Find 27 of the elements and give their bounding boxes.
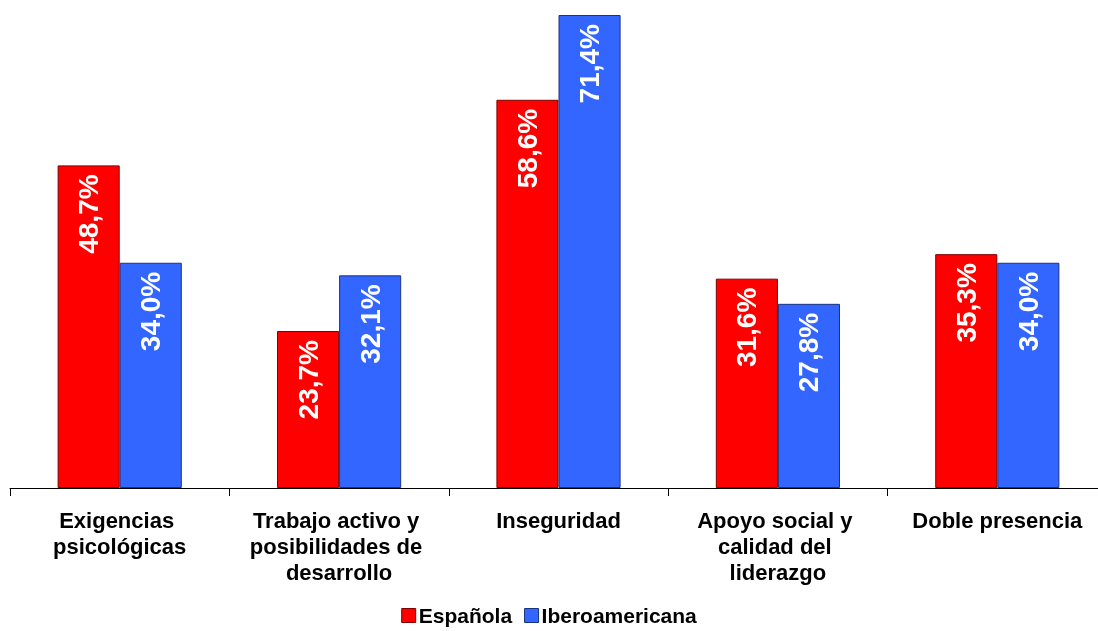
data-label: 31,6% — [731, 287, 763, 368]
data-label: 48,7% — [73, 174, 105, 254]
data-label: 27,8% — [793, 312, 825, 393]
data-label: 58,6% — [511, 108, 543, 189]
x-tick-label: Inseguridad — [496, 507, 621, 533]
bar — [715, 278, 778, 488]
legend-label: Iberoamericana — [541, 604, 698, 627]
bar — [777, 303, 840, 488]
data-label: 71,4% — [574, 23, 606, 104]
bar — [119, 262, 182, 488]
x-tick-label: Doble presencia — [912, 507, 1084, 533]
bar — [339, 275, 402, 488]
x-tick-label: Trabajo activo y posibilidades de desarrollo — [249, 507, 429, 585]
bar — [558, 15, 621, 488]
bar — [997, 262, 1060, 488]
data-label: 32,1% — [354, 284, 386, 364]
legend-label: Española — [418, 604, 513, 627]
data-label: 34,0% — [135, 271, 167, 352]
bar — [935, 254, 998, 488]
bar — [57, 165, 120, 488]
bar — [277, 331, 340, 488]
bar — [496, 99, 559, 488]
x-tick-label: Apoyo social y calidad del liderazgo — [697, 507, 859, 585]
data-label: 35,3% — [950, 263, 982, 343]
data-label: 34,0% — [1012, 271, 1044, 352]
data-label: 23,7% — [292, 339, 324, 420]
x-tick-label: Exigencias psicológicas — [53, 507, 187, 559]
